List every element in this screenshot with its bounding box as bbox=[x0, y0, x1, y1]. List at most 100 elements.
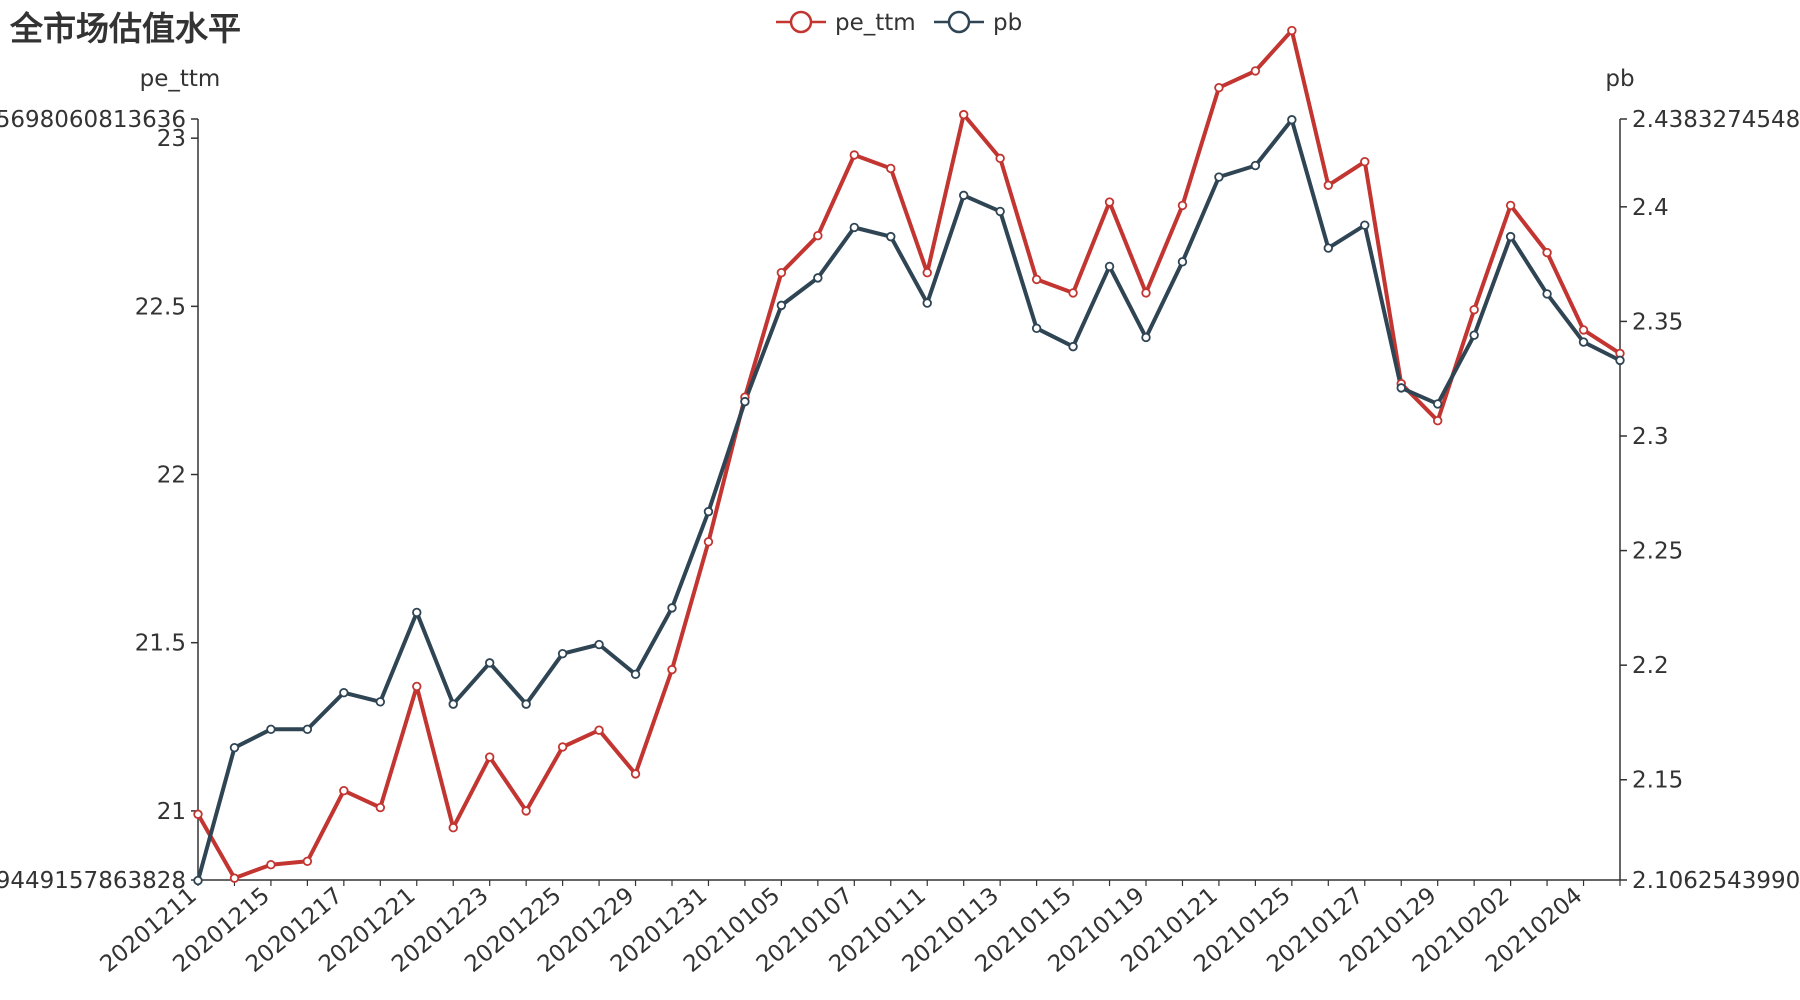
data-point-pb[interactable] bbox=[557, 649, 568, 659]
data-point-pe_ttm[interactable] bbox=[630, 769, 641, 779]
data-point-pe_ttm[interactable] bbox=[1469, 305, 1479, 315]
series-line-pe_ttm bbox=[196, 28, 1622, 881]
data-point-pb[interactable] bbox=[1068, 341, 1078, 352]
data-point-pe_ttm[interactable] bbox=[958, 109, 969, 120]
data-point-pb[interactable] bbox=[594, 639, 604, 650]
data-point-pb[interactable] bbox=[995, 206, 1005, 217]
y-right-tick-label: 2.10625439909 bbox=[1632, 868, 1800, 894]
data-point-pb[interactable] bbox=[302, 724, 313, 735]
data-point-pb[interactable] bbox=[412, 607, 422, 618]
legend[interactable]: pe_ttm pb bbox=[776, 10, 1022, 36]
data-point-pe_ttm[interactable] bbox=[193, 809, 203, 819]
y-left-axis-name: pe_ttm bbox=[140, 66, 221, 92]
data-point-pb[interactable] bbox=[740, 396, 750, 407]
data-point-pe_ttm[interactable] bbox=[1360, 157, 1370, 167]
data-point-pb[interactable] bbox=[266, 724, 276, 735]
data-point-pe_ttm[interactable] bbox=[412, 681, 422, 692]
data-point-pb[interactable] bbox=[776, 300, 787, 311]
data-point-pe_ttm[interactable] bbox=[1578, 325, 1589, 335]
legend-item-pb[interactable]: pb bbox=[934, 10, 1022, 36]
data-point-pe_ttm[interactable] bbox=[1505, 200, 1516, 211]
data-point-pe_ttm[interactable] bbox=[776, 268, 787, 278]
data-point-pe_ttm[interactable] bbox=[484, 752, 495, 762]
y-left-tick-label: 21 bbox=[157, 799, 186, 825]
data-point-pb[interactable] bbox=[1287, 115, 1297, 125]
data-point-pb[interactable] bbox=[521, 699, 531, 709]
data-point-pb[interactable] bbox=[1396, 383, 1406, 393]
y-right-tick-label: 2.3 bbox=[1632, 424, 1669, 450]
data-point-pb[interactable] bbox=[886, 231, 896, 242]
data-point-pe_ttm[interactable] bbox=[594, 725, 604, 735]
data-point-pb[interactable] bbox=[1469, 330, 1479, 340]
y-right-tick-label: 2.35 bbox=[1632, 309, 1683, 335]
data-point-pb[interactable] bbox=[813, 273, 823, 283]
data-point-pb[interactable] bbox=[1031, 323, 1042, 333]
data-point-pe_ttm[interactable] bbox=[886, 163, 896, 174]
data-point-pb[interactable] bbox=[229, 742, 240, 753]
data-point-pe_ttm[interactable] bbox=[266, 859, 276, 870]
series-points[interactable] bbox=[193, 25, 1625, 886]
y-left-tick-label: 23.05698060813636 bbox=[0, 107, 186, 133]
data-point-pe_ttm[interactable] bbox=[703, 537, 714, 547]
data-point-pb[interactable] bbox=[1214, 172, 1224, 182]
series-lines bbox=[196, 28, 1622, 882]
data-point-pb[interactable] bbox=[448, 699, 458, 709]
axes: 20.79449157863828 21 21.5 22 22.5 2323.056980… bbox=[0, 107, 1800, 978]
data-point-pb[interactable] bbox=[1323, 243, 1334, 253]
data-point-pb[interactable] bbox=[1578, 337, 1589, 347]
data-point-pe_ttm[interactable] bbox=[995, 153, 1005, 164]
data-point-pe_ttm[interactable] bbox=[1214, 83, 1224, 93]
data-point-pe_ttm[interactable] bbox=[521, 806, 531, 816]
data-point-pe_ttm[interactable] bbox=[1287, 25, 1297, 36]
data-point-pb[interactable] bbox=[630, 669, 641, 680]
data-point-pe_ttm[interactable] bbox=[557, 742, 568, 752]
data-point-pe_ttm[interactable] bbox=[1031, 274, 1042, 285]
data-point-pe_ttm[interactable] bbox=[229, 873, 240, 883]
data-point-pb[interactable] bbox=[1104, 261, 1115, 272]
data-point-pe_ttm[interactable] bbox=[1250, 66, 1261, 76]
y-right-axis-name: pb bbox=[1605, 66, 1634, 92]
data-point-pb[interactable] bbox=[1250, 160, 1261, 171]
data-point-pe_ttm[interactable] bbox=[448, 822, 458, 833]
data-point-pe_ttm[interactable] bbox=[849, 150, 860, 160]
data-point-pb[interactable] bbox=[484, 658, 495, 668]
data-point-pe_ttm[interactable] bbox=[1432, 416, 1443, 426]
y-right-tick-label: 2.2 bbox=[1632, 653, 1669, 679]
data-point-pb[interactable] bbox=[1432, 399, 1443, 409]
data-point-pe_ttm[interactable] bbox=[1323, 180, 1334, 190]
data-point-pb[interactable] bbox=[1505, 231, 1516, 242]
y-right-tick-label: 2.43832745486 bbox=[1632, 107, 1800, 133]
data-point-pb[interactable] bbox=[375, 697, 386, 707]
data-point-pe_ttm[interactable] bbox=[302, 856, 313, 867]
data-point-pe_ttm[interactable] bbox=[1068, 288, 1078, 298]
legend-marker-icon bbox=[947, 10, 971, 34]
data-point-pe_ttm[interactable] bbox=[667, 664, 677, 675]
data-point-pb[interactable] bbox=[339, 687, 349, 698]
data-point-pe_ttm[interactable] bbox=[1177, 200, 1188, 211]
legend-marker-icon bbox=[789, 10, 813, 34]
series-line-pb bbox=[196, 117, 1621, 882]
data-point-pe_ttm[interactable] bbox=[1141, 288, 1151, 298]
data-point-pb[interactable] bbox=[922, 298, 932, 308]
y-left-tick-label: 23 bbox=[157, 126, 186, 152]
data-point-pb[interactable] bbox=[958, 190, 969, 201]
data-point-pb[interactable] bbox=[1615, 355, 1625, 366]
data-point-pe_ttm[interactable] bbox=[339, 785, 349, 796]
data-point-pe_ttm[interactable] bbox=[375, 802, 386, 813]
data-point-pe_ttm[interactable] bbox=[813, 231, 823, 241]
data-point-pb[interactable] bbox=[703, 506, 714, 517]
y-left-tick-label: 20.79449157863828 bbox=[0, 868, 186, 894]
data-point-pe_ttm[interactable] bbox=[1542, 247, 1552, 258]
data-point-pe_ttm[interactable] bbox=[922, 268, 932, 278]
data-point-pb[interactable] bbox=[667, 603, 677, 613]
data-point-pb[interactable] bbox=[193, 875, 203, 886]
y-right-tick-label: 2.15 bbox=[1632, 768, 1683, 794]
legend-item-pe_ttm[interactable]: pe_ttm bbox=[776, 10, 916, 36]
data-point-pb[interactable] bbox=[1141, 332, 1151, 343]
data-point-pb[interactable] bbox=[1542, 289, 1552, 299]
data-point-pb[interactable] bbox=[1360, 220, 1370, 230]
data-point-pe_ttm[interactable] bbox=[1104, 197, 1115, 207]
data-point-pb[interactable] bbox=[1177, 257, 1188, 267]
data-point-pb[interactable] bbox=[849, 222, 860, 233]
